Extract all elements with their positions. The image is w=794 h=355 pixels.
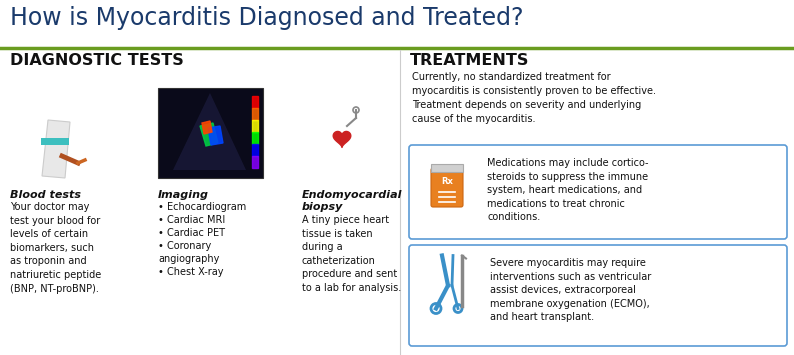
Polygon shape — [202, 121, 212, 134]
Text: DIAGNOSTIC TESTS: DIAGNOSTIC TESTS — [10, 53, 183, 68]
Text: Medications may include cortico-
steroids to suppress the immune
system, heart m: Medications may include cortico- steroid… — [487, 158, 649, 222]
Polygon shape — [252, 132, 258, 144]
Text: Severe myocarditis may require
interventions such as ventricular
assist devices,: Severe myocarditis may require intervent… — [490, 258, 651, 322]
Bar — [431, 164, 463, 172]
Polygon shape — [252, 96, 258, 108]
Bar — [158, 88, 263, 178]
Text: Imaging: Imaging — [158, 190, 209, 200]
Polygon shape — [252, 108, 258, 120]
Text: • Chest X-ray: • Chest X-ray — [158, 267, 223, 277]
FancyBboxPatch shape — [409, 245, 787, 346]
Text: Your doctor may
test your blood for
levels of certain
biomarkers, such
as tropon: Your doctor may test your blood for leve… — [10, 202, 102, 294]
Text: Rx: Rx — [441, 178, 453, 186]
Polygon shape — [252, 156, 258, 168]
FancyBboxPatch shape — [431, 168, 463, 207]
Polygon shape — [252, 120, 258, 132]
Text: Blood tests: Blood tests — [10, 190, 81, 200]
Polygon shape — [252, 144, 258, 156]
Polygon shape — [173, 93, 246, 170]
Text: • Cardiac PET: • Cardiac PET — [158, 228, 225, 238]
Bar — [41, 138, 69, 145]
Text: • Echocardiogram: • Echocardiogram — [158, 202, 246, 212]
Text: A tiny piece heart
tissue is taken
during a
catheterization
procedure and sent
t: A tiny piece heart tissue is taken durin… — [302, 215, 401, 293]
Text: • Cardiac MRI: • Cardiac MRI — [158, 215, 225, 225]
Text: TREATMENTS: TREATMENTS — [410, 53, 530, 68]
Text: Endomyocardial
biopsy: Endomyocardial biopsy — [302, 190, 403, 212]
Polygon shape — [208, 126, 223, 145]
Text: How is Myocarditis Diagnosed and Treated?: How is Myocarditis Diagnosed and Treated… — [10, 6, 523, 30]
FancyBboxPatch shape — [409, 145, 787, 239]
Polygon shape — [200, 123, 218, 146]
Polygon shape — [333, 131, 351, 147]
Text: Currently, no standardized treatment for
myocarditis is consistently proven to b: Currently, no standardized treatment for… — [412, 72, 656, 124]
Text: • Coronary
angiography: • Coronary angiography — [158, 241, 219, 264]
Polygon shape — [42, 120, 70, 178]
